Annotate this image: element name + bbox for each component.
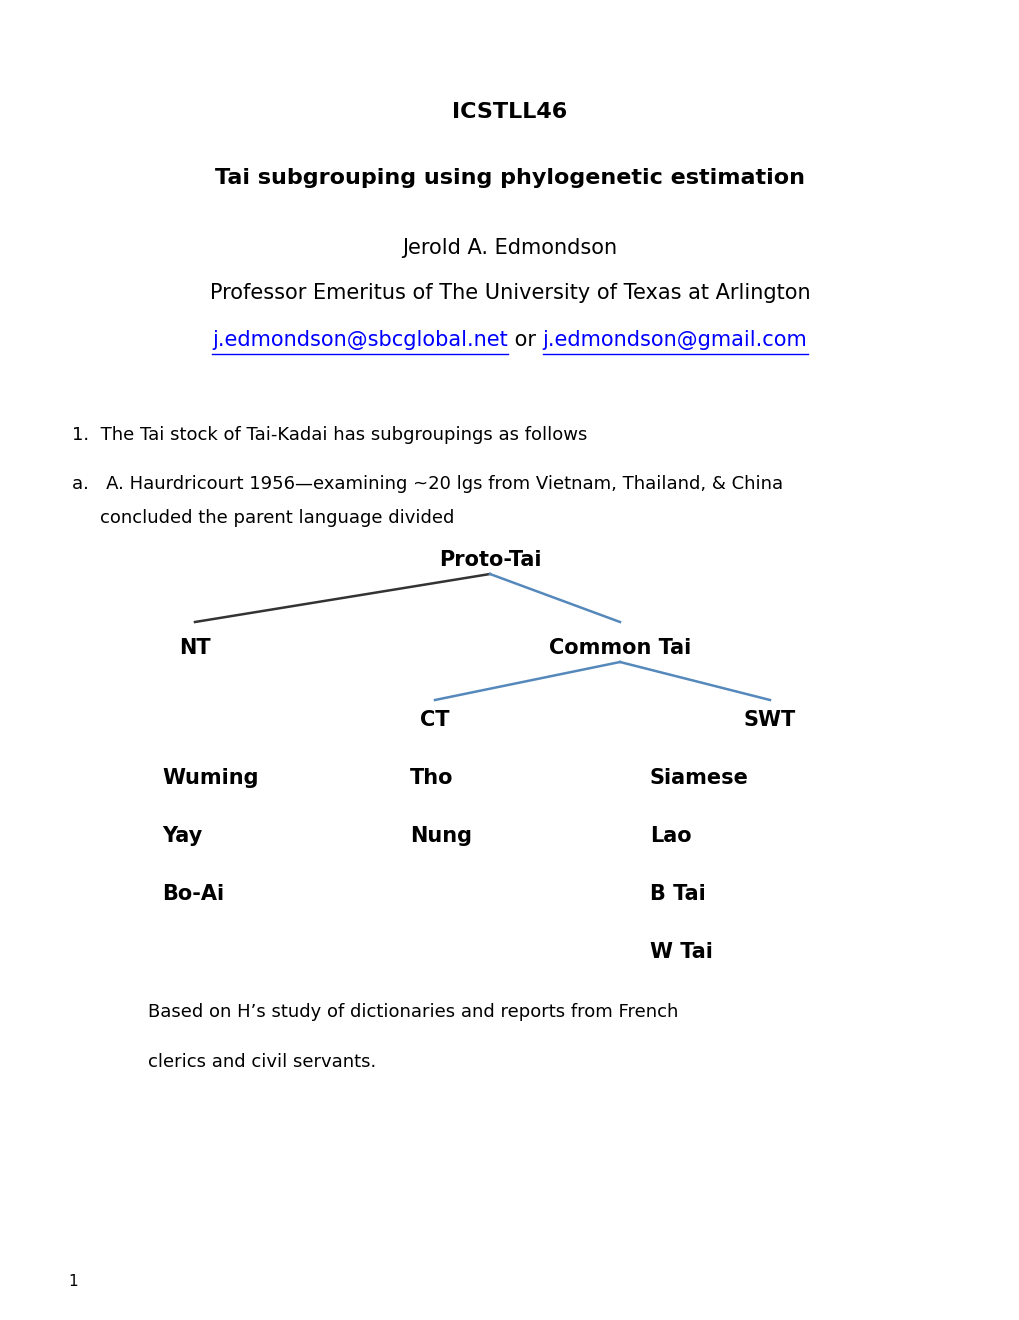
Text: j.edmondson@sbcglobal.net: j.edmondson@sbcglobal.net <box>212 330 507 350</box>
Text: CT: CT <box>420 710 449 730</box>
Text: or: or <box>507 330 542 350</box>
Text: a.   A. Haurdricourt 1956—examining ~20 lgs from Vietnam, Thailand, & China: a. A. Haurdricourt 1956—examining ~20 lg… <box>72 475 783 492</box>
Text: SWT: SWT <box>743 710 796 730</box>
Text: Yay: Yay <box>162 826 202 846</box>
Text: 1: 1 <box>68 1275 77 1290</box>
Text: Lao: Lao <box>649 826 691 846</box>
Text: ICSTLL46: ICSTLL46 <box>452 102 567 121</box>
Text: Tai subgrouping using phylogenetic estimation: Tai subgrouping using phylogenetic estim… <box>215 168 804 187</box>
Text: Siamese: Siamese <box>649 768 748 788</box>
Text: concluded the parent language divided: concluded the parent language divided <box>100 510 453 527</box>
Text: 1.  The Tai stock of Tai-Kadai has subgroupings as follows: 1. The Tai stock of Tai-Kadai has subgro… <box>72 426 587 444</box>
Text: B Tai: B Tai <box>649 884 705 904</box>
Text: clerics and civil servants.: clerics and civil servants. <box>148 1053 376 1071</box>
Text: W Tai: W Tai <box>649 942 712 962</box>
Text: Jerold A. Edmondson: Jerold A. Edmondson <box>403 238 616 257</box>
Text: Nung: Nung <box>410 826 472 846</box>
Text: Based on H’s study of dictionaries and reports from French: Based on H’s study of dictionaries and r… <box>148 1003 678 1020</box>
Text: j.edmondson@gmail.com: j.edmondson@gmail.com <box>542 330 807 350</box>
Text: Wuming: Wuming <box>162 768 258 788</box>
Text: NT: NT <box>179 638 211 657</box>
Text: Tho: Tho <box>410 768 453 788</box>
Text: Professor Emeritus of The University of Texas at Arlington: Professor Emeritus of The University of … <box>210 282 809 304</box>
Text: Proto-Tai: Proto-Tai <box>438 550 541 570</box>
Text: Bo-Ai: Bo-Ai <box>162 884 224 904</box>
Text: Common Tai: Common Tai <box>548 638 691 657</box>
